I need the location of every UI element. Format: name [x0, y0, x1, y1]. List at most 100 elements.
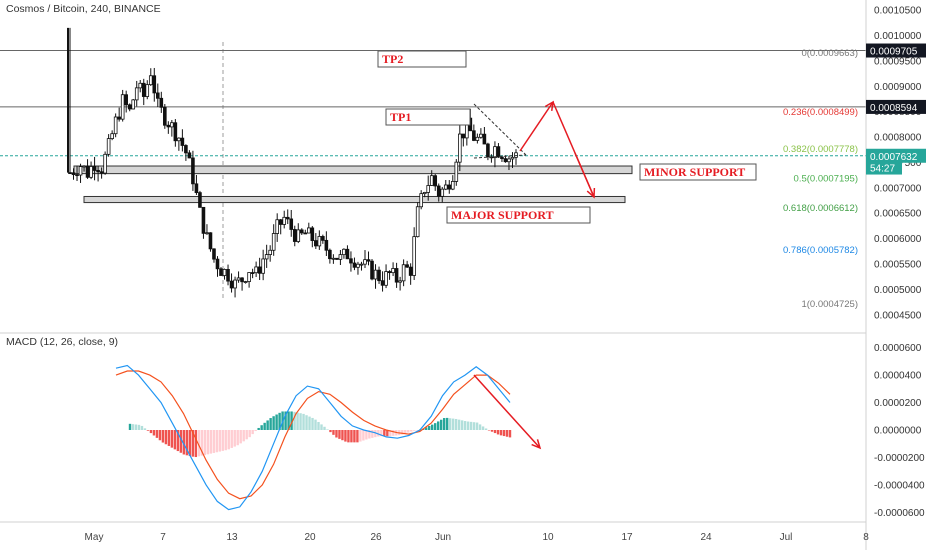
candle-body	[184, 145, 188, 154]
macd-histogram-bar	[347, 430, 350, 443]
macd-histogram-bar	[260, 425, 263, 430]
candle-body	[173, 122, 178, 142]
candle-body	[426, 185, 431, 193]
candle-body	[127, 104, 132, 110]
time-tick-label: Jul	[780, 532, 793, 543]
price-tick-label: 0.0009500	[874, 56, 922, 67]
macd-histogram-bar	[407, 430, 410, 433]
macd-histogram-bar	[149, 430, 153, 434]
macd-histogram-bar	[278, 412, 281, 430]
candle-body	[310, 227, 315, 241]
macd-histogram-bar	[335, 430, 338, 438]
macd-histogram-bar	[368, 430, 371, 439]
macd-histogram-bar	[323, 426, 326, 430]
candle-body	[145, 84, 150, 97]
price-tick-label: 0.0009000	[874, 82, 922, 93]
candle-body	[447, 184, 452, 190]
candle-body	[166, 124, 171, 128]
candle-body	[394, 268, 399, 283]
candle-body	[345, 248, 350, 260]
macd-histogram-bar	[188, 430, 192, 456]
candle-body	[482, 133, 487, 145]
candle-body	[159, 97, 164, 108]
major-support-band[interactable]	[83, 195, 626, 204]
time-axis[interactable]: May 7 13 20 26 Jun 10 17 24 Jul 8	[0, 521, 869, 543]
major-support-label-text: MAJOR SUPPORT	[451, 208, 554, 222]
candle-body	[331, 257, 336, 260]
candle-body	[493, 146, 497, 159]
macd-histogram-bar	[143, 428, 147, 430]
time-tick-label: May	[85, 532, 104, 543]
time-tick-label: 26	[370, 532, 382, 543]
price-tick-label: 0.0005000	[874, 285, 922, 296]
price-tick-label: 0.0008000	[874, 133, 922, 144]
minor-support-band[interactable]	[73, 165, 633, 175]
macd-histogram-bar	[209, 430, 212, 454]
wedge-lower-line[interactable]	[473, 154, 527, 159]
macd-histogram-bar	[454, 418, 458, 430]
tp2-label[interactable]: TP2	[377, 50, 467, 68]
candle-body	[240, 277, 244, 283]
macd-tick-label: -0.0000200	[874, 453, 925, 464]
candle-body	[71, 172, 76, 176]
macd-histogram-bar	[128, 423, 132, 430]
candle-body	[338, 254, 343, 260]
candle-body	[415, 206, 420, 238]
candle-body	[257, 266, 262, 274]
price-tick-label: 0.0005500	[874, 260, 922, 271]
candle-body	[370, 260, 374, 280]
macd-histogram-bar	[173, 430, 177, 450]
time-tick-label: Jun	[435, 532, 451, 543]
projection-arrow-down-head	[586, 187, 596, 199]
current-price-text: 0.0007632	[870, 152, 918, 163]
macd-histogram-bar	[158, 430, 162, 441]
macd-histogram-bar	[176, 430, 180, 452]
macd-histogram-bar	[302, 413, 305, 430]
candle-body	[99, 171, 104, 174]
macd-histogram-bar	[254, 430, 257, 432]
macd-line	[115, 364, 511, 511]
macd-tick-label: 0.0000200	[874, 398, 922, 409]
candle-body	[254, 266, 258, 274]
macd-projection-arrow[interactable]	[473, 374, 541, 449]
macd-histogram-bar	[481, 426, 485, 430]
macd-histogram-bar	[428, 426, 431, 430]
projection-arrow-up[interactable]	[519, 101, 554, 152]
candle-body	[75, 174, 79, 177]
minor-support-label[interactable]: MINOR SUPPORT	[639, 163, 757, 181]
candle-body	[271, 233, 276, 251]
candle-body	[486, 143, 490, 158]
macd-histogram-bar	[493, 430, 497, 434]
price-tick-label: 0.0010000	[874, 31, 922, 42]
drawing-annotations[interactable]: TP2 TP1 MINOR SUPPORT MAJOR SUPPORT	[377, 50, 757, 450]
candle-body	[398, 280, 402, 283]
wedge-upper-line[interactable]	[473, 103, 527, 156]
candle-body	[373, 269, 378, 280]
macd-histogram-bar	[329, 430, 332, 433]
candle-body	[229, 280, 234, 289]
macd-histogram-bar	[305, 415, 308, 430]
candle-body	[194, 183, 199, 194]
price-axis[interactable]: 0.0010500 0.0010000 0.0009500 0.0009000 0.00…	[865, 0, 926, 550]
price-tag-text: 0.0009705	[870, 47, 918, 58]
macd-projection-arrow-head	[531, 439, 542, 450]
tp1-label[interactable]: TP1	[385, 108, 471, 126]
candle-body	[268, 249, 272, 255]
candle-body	[191, 157, 195, 185]
macd-pane[interactable]: MACD (12, 26, close, 9)	[6, 336, 512, 511]
candle-body	[377, 269, 381, 282]
candle-body	[261, 258, 265, 274]
projection-arrow-down[interactable]	[574, 152, 595, 198]
macd-histogram-bar	[179, 430, 183, 453]
candle-body	[236, 277, 241, 281]
macd-histogram-bar	[442, 418, 446, 430]
candle-body	[391, 268, 395, 274]
current-price-tag	[866, 148, 926, 163]
major-support-label[interactable]: MAJOR SUPPORT	[446, 206, 591, 224]
macd-histogram-bar	[137, 424, 141, 430]
macd-histogram-bar	[436, 421, 440, 430]
macd-histogram-bar	[290, 411, 293, 430]
time-tick-label: 17	[621, 532, 633, 543]
